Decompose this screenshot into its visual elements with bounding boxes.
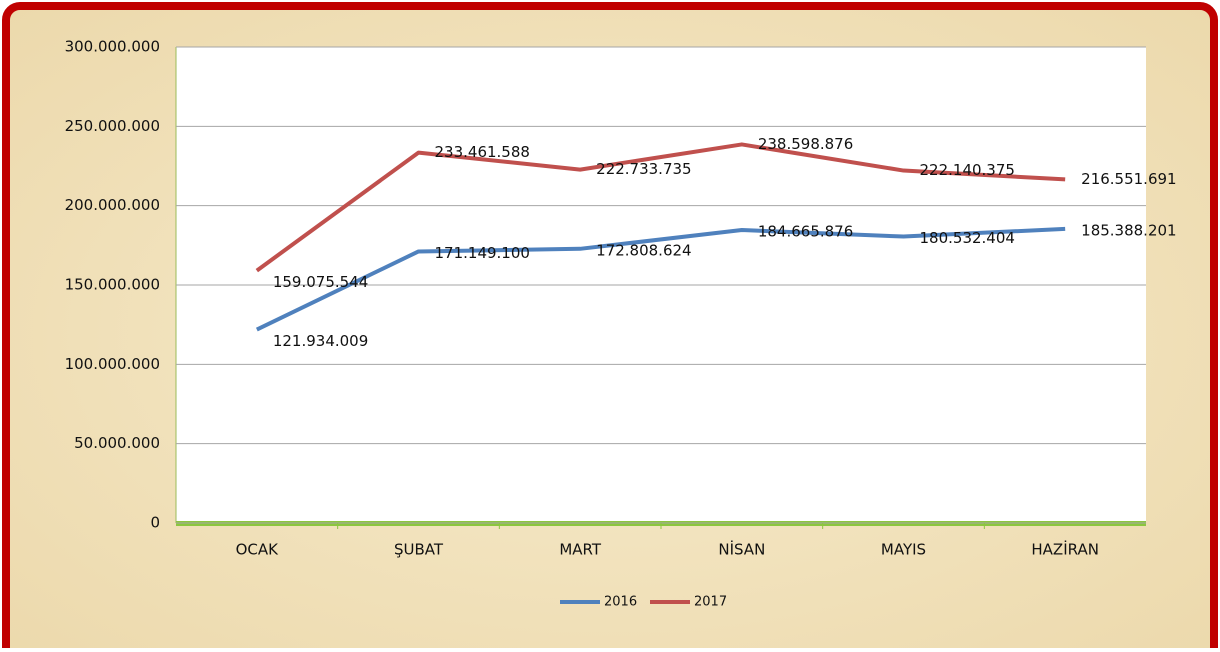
x-tick-label: NİSAN bbox=[718, 540, 765, 559]
line bbox=[255, 226, 1066, 332]
x-tick-label: MAYIS bbox=[881, 541, 926, 559]
data-label: 180.532.404 bbox=[920, 229, 1015, 247]
line bbox=[255, 142, 1066, 273]
data-label: 216.551.691 bbox=[1081, 170, 1176, 188]
data-label: 238.598.876 bbox=[758, 135, 853, 153]
data-label: 222.733.735 bbox=[596, 160, 691, 178]
data-label: 171.149.100 bbox=[435, 244, 530, 262]
y-tick-label: 100.000.000 bbox=[65, 355, 160, 373]
y-tick-label: 200.000.000 bbox=[65, 196, 160, 214]
y-tick-label: 300.000.000 bbox=[65, 38, 160, 56]
y-tick-label: 50.000.000 bbox=[74, 434, 160, 452]
data-label: 222.140.375 bbox=[920, 161, 1015, 179]
legend-label: 2016 bbox=[604, 595, 637, 610]
data-label: 121.934.009 bbox=[273, 332, 368, 350]
data-label: 185.388.201 bbox=[1081, 221, 1176, 239]
y-tick-label: 0 bbox=[150, 514, 160, 532]
data-label: 172.808.624 bbox=[596, 241, 691, 259]
data-label: 233.461.588 bbox=[435, 143, 530, 161]
data-label: 159.075.544 bbox=[273, 273, 368, 291]
x-tick-label: HAZİRAN bbox=[1031, 540, 1099, 559]
y-tick-label: 150.000.000 bbox=[65, 276, 160, 294]
x-tick-label: OCAK bbox=[236, 541, 280, 559]
legend-label: 2017 bbox=[694, 595, 727, 610]
x-tick-label: ŞUBAT bbox=[394, 541, 444, 559]
x-tick-label: MART bbox=[559, 541, 602, 559]
y-tick-label: 250.000.000 bbox=[65, 117, 160, 135]
data-label: 184.665.876 bbox=[758, 222, 853, 240]
